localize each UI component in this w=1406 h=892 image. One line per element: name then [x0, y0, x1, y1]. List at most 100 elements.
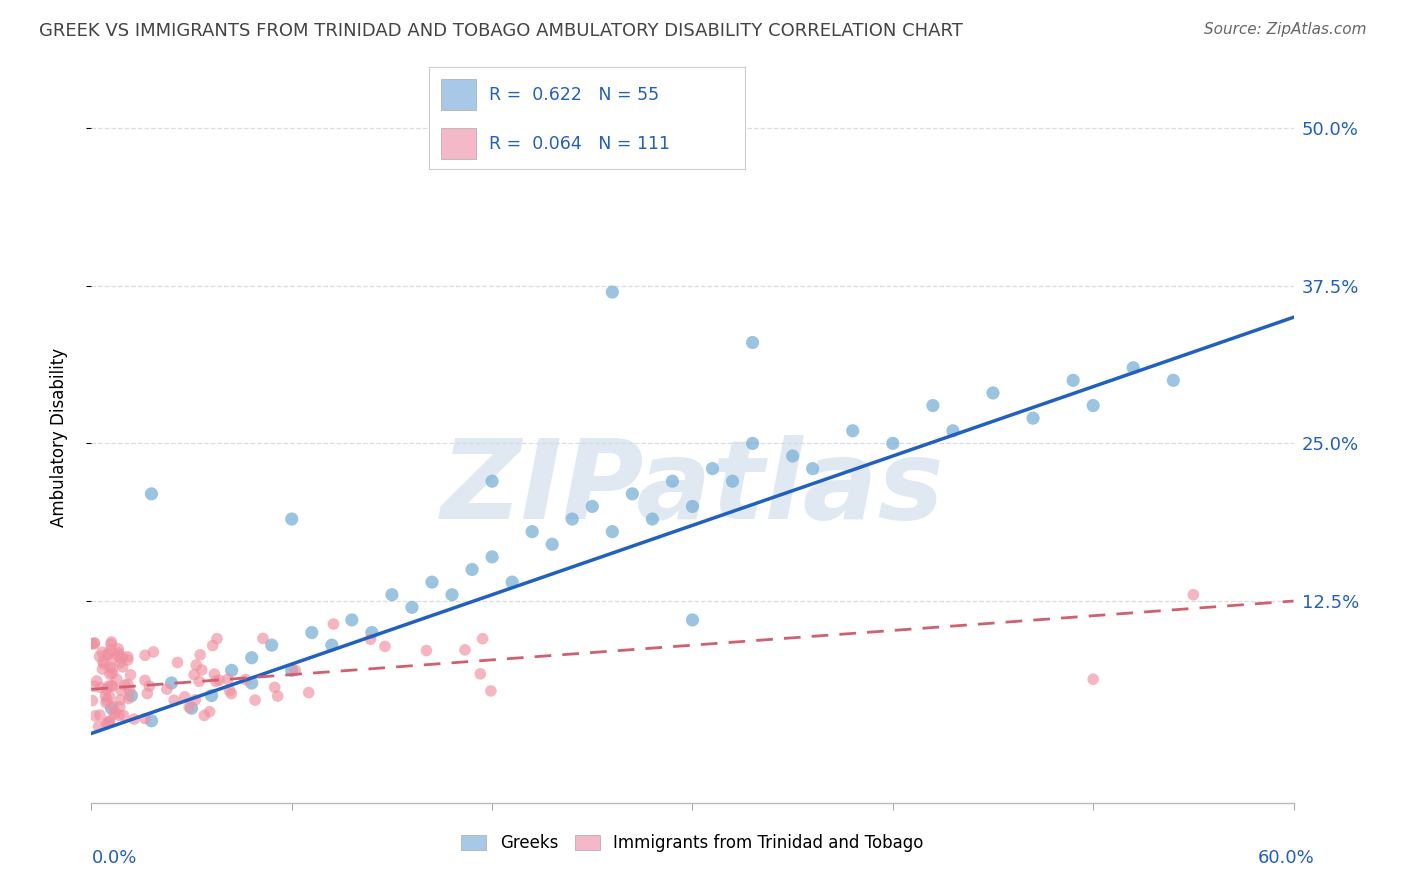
- Point: [100, 637, 122, 651]
- Point: [360, 625, 382, 640]
- Point: [82, 693, 104, 707]
- Point: [91, 662, 114, 676]
- Point: [98, 660, 121, 674]
- Point: [110, 656, 132, 670]
- Text: Source: ZipAtlas.com: Source: ZipAtlas.com: [1204, 22, 1367, 37]
- Point: [96, 716, 118, 731]
- Point: [201, 689, 224, 703]
- Point: [163, 693, 186, 707]
- Point: [141, 714, 163, 728]
- Point: [103, 707, 125, 722]
- Point: [205, 674, 228, 689]
- Point: [501, 575, 523, 590]
- Text: GREEK VS IMMIGRANTS FROM TRINIDAD AND TOBAGO AMBULATORY DISABILITY CORRELATION C: GREEK VS IMMIGRANTS FROM TRINIDAD AND TO…: [39, 22, 963, 40]
- Point: [188, 674, 211, 689]
- Point: [121, 689, 143, 703]
- Point: [97, 648, 120, 662]
- Point: [94, 689, 117, 703]
- Point: [841, 424, 863, 438]
- Point: [156, 682, 179, 697]
- Point: [281, 512, 304, 526]
- Point: [100, 678, 122, 692]
- Point: [522, 524, 544, 539]
- Point: [118, 683, 141, 698]
- Point: [96, 682, 118, 697]
- Point: [415, 643, 437, 657]
- Point: [721, 474, 744, 488]
- Point: [89, 708, 111, 723]
- Point: [661, 474, 683, 488]
- Point: [541, 537, 564, 551]
- Point: [188, 648, 211, 662]
- Point: [301, 625, 323, 640]
- Point: [581, 500, 603, 514]
- Point: [105, 673, 128, 687]
- Point: [882, 436, 904, 450]
- Point: [681, 613, 703, 627]
- Point: [741, 335, 763, 350]
- Point: [122, 712, 145, 726]
- Point: [134, 712, 156, 726]
- Point: [471, 632, 494, 646]
- Point: [681, 500, 703, 514]
- Point: [97, 679, 120, 693]
- Point: [184, 693, 207, 707]
- Point: [1022, 411, 1045, 425]
- Point: [1163, 373, 1185, 387]
- Point: [91, 655, 114, 669]
- Y-axis label: Ambulatory Disability: Ambulatory Disability: [49, 348, 67, 526]
- Point: [117, 649, 139, 664]
- Point: [702, 461, 724, 475]
- Point: [97, 647, 120, 661]
- Point: [454, 643, 477, 657]
- Point: [98, 714, 121, 728]
- Point: [252, 632, 274, 646]
- Point: [741, 436, 763, 450]
- Point: [114, 678, 136, 692]
- Point: [87, 719, 110, 733]
- Point: [221, 664, 243, 678]
- Point: [198, 705, 221, 719]
- Point: [108, 708, 131, 723]
- Text: 0.0%: 0.0%: [91, 849, 136, 867]
- Point: [193, 708, 215, 723]
- Point: [401, 600, 423, 615]
- Point: [142, 645, 165, 659]
- Point: [112, 708, 135, 723]
- Point: [374, 640, 396, 654]
- Point: [91, 645, 114, 659]
- Point: [461, 562, 484, 576]
- Point: [98, 667, 121, 681]
- Point: [1122, 360, 1144, 375]
- Point: [243, 693, 266, 707]
- Point: [221, 687, 243, 701]
- Point: [186, 658, 208, 673]
- Point: [190, 663, 212, 677]
- Point: [1083, 399, 1105, 413]
- Point: [470, 666, 492, 681]
- Point: [177, 700, 200, 714]
- Point: [136, 686, 159, 700]
- Point: [621, 487, 644, 501]
- Point: [321, 638, 343, 652]
- Point: [208, 673, 231, 688]
- Point: [240, 676, 263, 690]
- Point: [107, 646, 129, 660]
- Point: [134, 673, 156, 688]
- Point: [602, 524, 624, 539]
- Point: [103, 651, 125, 665]
- Point: [93, 657, 115, 671]
- Point: [801, 461, 824, 475]
- Point: [107, 648, 129, 663]
- Point: [104, 706, 127, 720]
- Point: [138, 679, 160, 693]
- Point: [922, 399, 945, 413]
- Point: [100, 643, 122, 657]
- Point: [97, 715, 120, 730]
- Point: [110, 683, 132, 698]
- Point: [260, 638, 283, 652]
- Point: [1083, 672, 1105, 686]
- Point: [360, 632, 382, 647]
- Point: [100, 635, 122, 649]
- Point: [1062, 373, 1084, 387]
